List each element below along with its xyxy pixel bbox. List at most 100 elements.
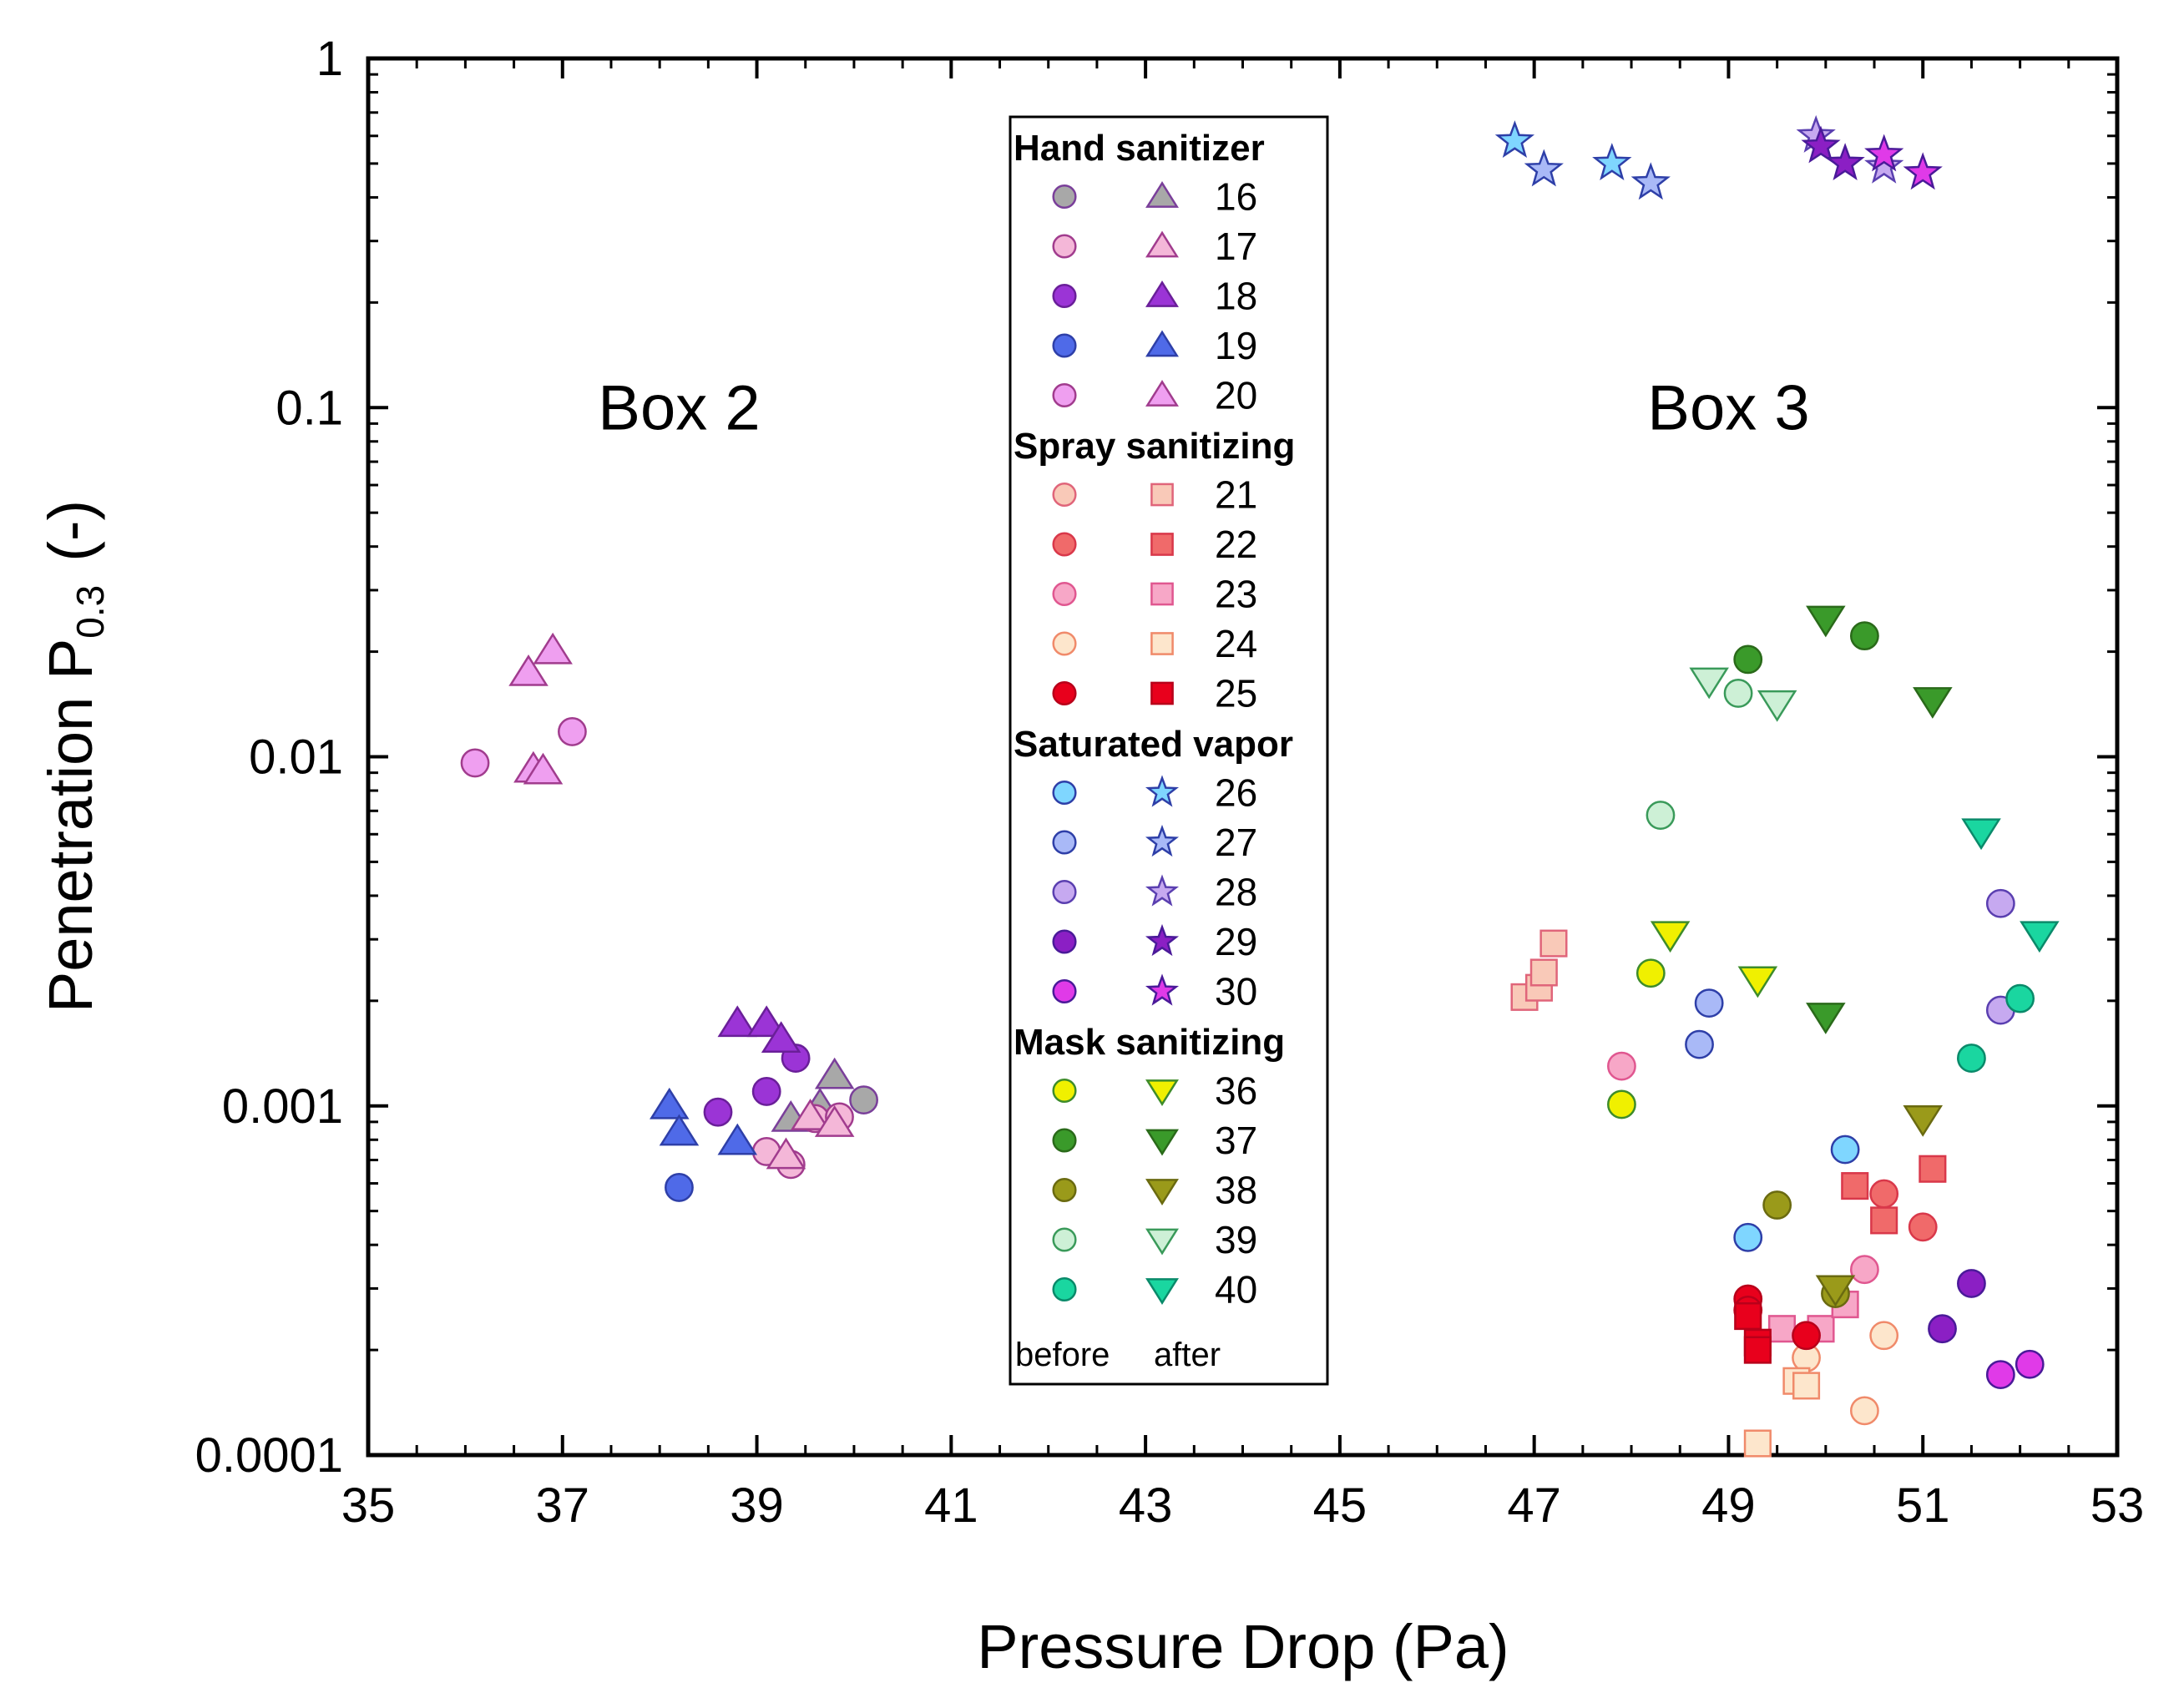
point-before-37 [1849, 621, 1879, 651]
legend-entry-label: 23 [1215, 573, 1257, 616]
point-before-36 [1635, 958, 1666, 988]
legend-entry-label: 21 [1215, 473, 1257, 517]
x-tick-label: 39 [730, 1478, 784, 1533]
point-before-30 [1985, 1360, 2015, 1390]
box-label: Box 2 [598, 372, 760, 443]
point-before-29 [1928, 1314, 1957, 1344]
legend-entry-label: 36 [1215, 1069, 1257, 1113]
legend-entry-label: 17 [1215, 225, 1257, 268]
point-before-18 [751, 1077, 781, 1106]
x-tick-label: 51 [1896, 1478, 1950, 1533]
series-23 [1607, 1051, 1879, 1343]
legend-entry-label: 40 [1215, 1268, 1257, 1311]
legend-entry-label: 24 [1215, 622, 1257, 665]
legend-marker-before-36 [1052, 1078, 1077, 1104]
data-points [460, 114, 2060, 1458]
legend-marker-after-24 [1150, 632, 1174, 655]
legend-entry-label: 28 [1215, 871, 1257, 914]
point-before-29 [1957, 1269, 1986, 1298]
point-before-18 [703, 1097, 733, 1127]
point-before-19 [665, 1173, 694, 1202]
legend-entry-label: 38 [1215, 1169, 1257, 1212]
point-before-23 [1607, 1051, 1636, 1081]
point-after-27 [1524, 149, 1564, 187]
point-after-26 [1494, 120, 1535, 159]
point-after-37 [1913, 687, 1953, 719]
point-after-20 [508, 654, 549, 686]
point-after-16 [814, 1057, 855, 1089]
legend-marker-before-16 [1052, 184, 1077, 210]
box-annotations: Box 2 Box 3 [598, 372, 1809, 443]
point-before-24 [1869, 1321, 1899, 1351]
legend-marker-after-38 [1145, 1179, 1179, 1205]
series-21 [1510, 929, 1568, 1011]
legend-items: Hand sanitizer 16 17 18 19 20 Spray sanitizing… [1014, 128, 1295, 1311]
legend-marker-after-39 [1145, 1228, 1179, 1256]
legend-marker-after-26 [1145, 775, 1180, 807]
point-after-36 [1737, 966, 1778, 998]
legend-marker-before-38 [1052, 1177, 1077, 1203]
legend-marker-after-36 [1145, 1079, 1179, 1106]
legend-group-title: Saturated vapor [1014, 724, 1293, 765]
legend-marker-before-30 [1052, 978, 1077, 1004]
x-axis-title: Pressure Drop (Pa) [977, 1612, 1509, 1681]
legend-marker-before-21 [1052, 482, 1077, 508]
point-after-29 [1801, 125, 1841, 164]
point-before-39 [1646, 801, 1676, 830]
legend-group-title: Mask sanitizing [1014, 1022, 1285, 1063]
point-after-29 [1825, 143, 1865, 181]
point-before-27 [1685, 1029, 1714, 1059]
point-before-40 [2005, 983, 2035, 1013]
y-axis-title-suffix: (-) [36, 500, 105, 562]
point-after-30 [1903, 152, 1943, 190]
legend-marker-after-30 [1145, 973, 1180, 1006]
legend-entry-label: 25 [1215, 672, 1257, 715]
y-axis-title-main: Penetration P [36, 639, 105, 1013]
point-after-19 [650, 1087, 690, 1119]
legend-marker-before-19 [1052, 333, 1077, 358]
legend-entry-label: 37 [1215, 1119, 1257, 1162]
y-tick-label: 1 [316, 32, 343, 86]
point-after-25 [1743, 1336, 1772, 1364]
y-tick-label: 0.0001 [195, 1428, 343, 1483]
point-after-40 [2020, 921, 2060, 953]
x-tick-label: 53 [2090, 1478, 2145, 1533]
point-after-37 [1806, 1003, 1846, 1034]
point-before-36 [1607, 1089, 1636, 1119]
point-after-39 [1757, 690, 1797, 722]
point-after-30 [1864, 134, 1904, 172]
legend-marker-after-18 [1145, 280, 1179, 307]
point-before-25 [1792, 1321, 1821, 1351]
svg-text:Penetration P0.3(-): Penetration P0.3 (-) [36, 500, 112, 1013]
legend-marker-before-18 [1052, 283, 1077, 309]
point-after-22 [1841, 1172, 1869, 1200]
series-17 [751, 1099, 855, 1180]
point-after-20 [533, 632, 573, 665]
legend-marker-after-20 [1145, 380, 1179, 407]
point-after-25 [1734, 1302, 1762, 1331]
legend-entry-label: 26 [1215, 771, 1257, 815]
series-36 [1607, 921, 1778, 1119]
point-after-36 [1650, 921, 1691, 953]
legend-marker-before-37 [1052, 1128, 1077, 1153]
x-tick-label: 45 [1313, 1478, 1368, 1533]
legend: Hand sanitizer 16 17 18 19 20 Spray sanitizing… [1009, 115, 1329, 1386]
legend-entry-label: 39 [1215, 1218, 1257, 1261]
point-before-24 [1849, 1396, 1879, 1426]
legend-group-title: Spray sanitizing [1014, 426, 1295, 467]
point-after-22 [1870, 1206, 1898, 1235]
legend-marker-before-25 [1052, 680, 1077, 706]
point-before-20 [558, 717, 587, 746]
legend-entry-label: 29 [1215, 920, 1257, 963]
y-tick-label: 0.01 [249, 730, 343, 785]
series-24 [1743, 1321, 1899, 1458]
legend-marker-after-22 [1150, 533, 1174, 556]
point-after-28 [1864, 145, 1904, 184]
legend-marker-after-37 [1145, 1129, 1179, 1156]
point-before-16 [849, 1085, 878, 1115]
series-30 [1864, 134, 2045, 1390]
legend-marker-before-27 [1052, 830, 1077, 855]
x-tick-label: 43 [1119, 1478, 1173, 1533]
y-tick-label: 0.001 [222, 1079, 343, 1134]
